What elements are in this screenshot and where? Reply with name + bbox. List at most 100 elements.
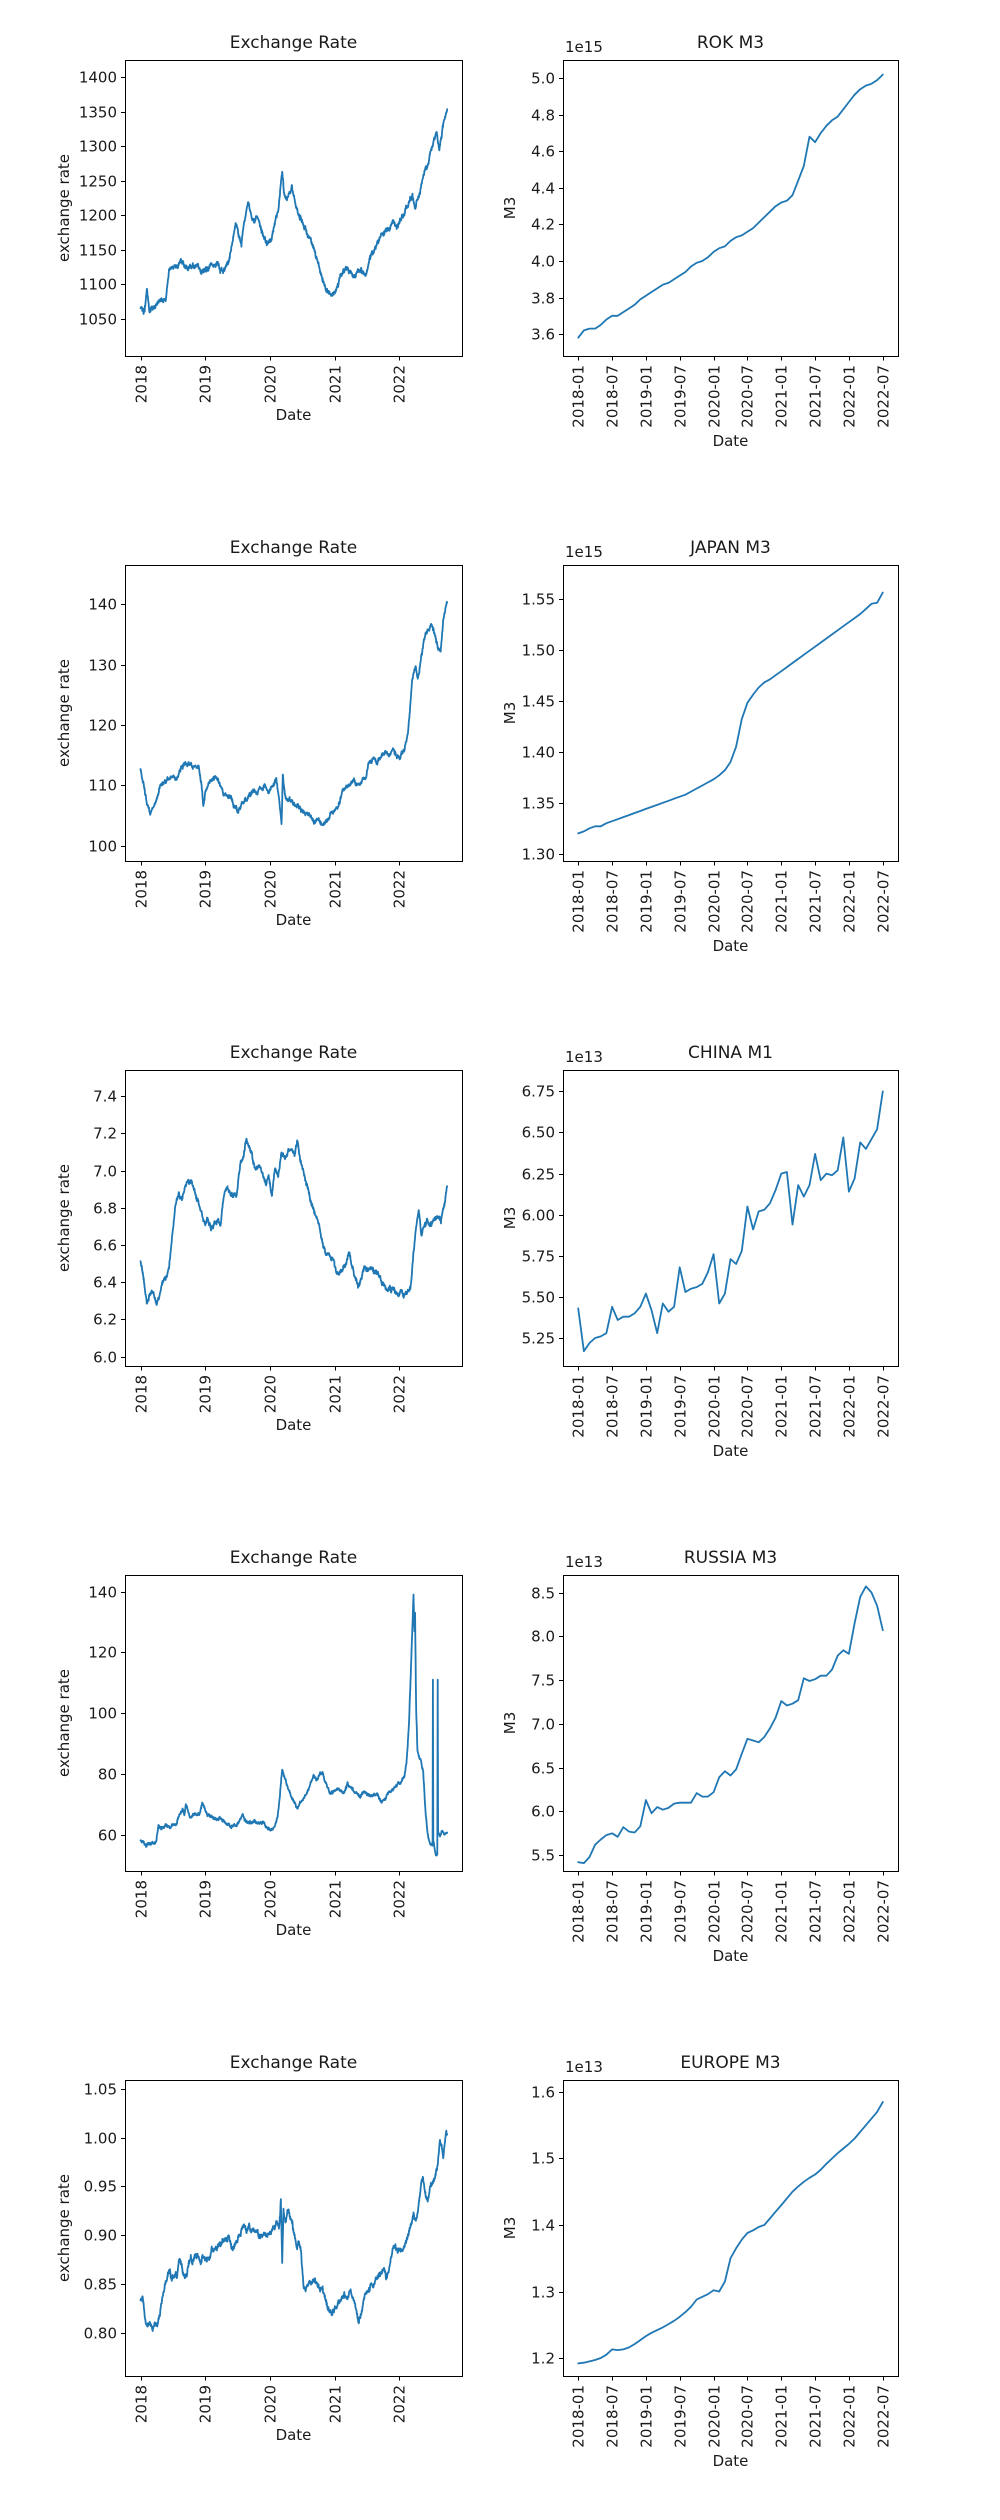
y-tick-label: 120 [88,1644,117,1662]
chart-title: Exchange Rate [230,33,357,53]
x-tick-label: 2018 [133,365,151,403]
y-tick-label: 100 [88,838,117,856]
axis-offset-text: 1e13 [565,1048,603,1066]
y-tick-label: 1.40 [522,744,555,762]
x-tick-label: 2020-01 [706,1880,724,1943]
x-tick-label: 2021-01 [773,1880,791,1943]
chart-title: Exchange Rate [230,2053,357,2073]
subplot-exchange-rate-krw: Exchange Rate exchange rate Date 1050 1100 11… [55,33,463,424]
y-tick-label: 1300 [79,138,117,156]
subplot-japan-m3: JAPAN M3 1e15 M3 Date 1.30 1.35 1.40 1.45 1.50 1.… [501,538,899,955]
axis-offset-text: 1e15 [565,543,603,561]
y-axis-label: exchange rate [55,154,73,262]
axes-frame [125,1575,463,1872]
x-tick-label: 2020-01 [706,870,724,933]
data-line-china-m1 [577,1090,884,1353]
x-tick-label: 2022 [391,1880,409,1918]
y-tick-label: 5.50 [522,1289,555,1307]
x-tick-label: 2021-07 [807,1880,825,1943]
chart-title: Exchange Rate [230,1548,357,1568]
y-tick-label: 60 [98,1827,117,1845]
x-tick-label: 2020 [262,1375,280,1413]
x-tick-label: 2019-07 [672,365,690,428]
x-tick-label: 2020-01 [706,2385,724,2448]
x-tick-label: 2019-01 [638,870,656,933]
y-tick-label: 6.5 [531,1760,555,1778]
y-tick-label: 5.25 [522,1330,555,1348]
x-tick-label: 2019-07 [672,870,690,933]
x-tick-label: 2022-07 [875,365,893,428]
x-tick-label: 2022-01 [841,2385,859,2448]
x-tick-label: 2018-07 [604,2385,622,2448]
y-tick-label: 7.2 [93,1125,117,1143]
y-tick-label: 7.0 [531,1716,555,1734]
x-tick-label: 2022-07 [875,2385,893,2448]
x-axis-label: Date [276,406,312,424]
x-tick-label: 2021 [327,1880,345,1918]
y-tick-label: 120 [88,717,117,735]
y-tick-label: 1250 [79,173,117,191]
data-line-rok-m3 [577,73,884,339]
x-axis-label: Date [276,1416,312,1434]
x-tick-label: 2018 [133,870,151,908]
x-axis-label: Date [713,937,749,955]
x-tick-label: 2019-07 [672,1375,690,1438]
x-axis-label: Date [713,432,749,450]
y-tick-label: 1.35 [522,795,555,813]
x-tick-label: 2018-07 [604,870,622,933]
subplot-exchange-rate-rub: Exchange Rate exchange rate Date 60 80 100 120… [55,1548,463,1939]
data-line-exchange-rate-cny [139,1137,449,1306]
y-tick-label: 4.0 [531,253,555,271]
data-line-exchange-rate-eur [139,2129,449,2332]
subplot-rok-m3: ROK M3 1e15 M3 Date 3.6 3.8 4.0 4.2 4.4 4.6 4.8 5.0… [501,33,899,450]
chart-title: CHINA M1 [688,1043,773,1063]
x-tick-label: 2021-01 [773,870,791,933]
x-tick-label: 2019 [197,365,215,403]
chart-title: EUROPE M3 [680,2053,780,2073]
x-tick-label: 2018 [133,1880,151,1918]
axis-offset-text: 1e15 [565,38,603,56]
y-tick-label: 1100 [79,276,117,294]
subplot-china-m1: CHINA M1 1e13 M3 Date 5.25 5.50 5.75 6.00 6.25 6.… [501,1043,899,1460]
chart-title: Exchange Rate [230,538,357,558]
y-tick-label: 6.0 [93,1349,117,1367]
x-tick-label: 2020-07 [739,2385,757,2448]
y-tick-label: 1.4 [531,2217,555,2235]
subplot-europe-m3: EUROPE M3 1e13 M3 Date 1.2 1.3 1.4 1.5 1.6 2018-0… [501,2053,899,2470]
x-tick-label: 2021-01 [773,365,791,428]
y-tick-label: 4.2 [531,216,555,234]
x-axis-label: Date [276,2426,312,2444]
y-tick-label: 1.5 [531,2150,555,2168]
y-tick-label: 0.85 [84,2276,117,2294]
subplot-russia-m3: RUSSIA M3 1e13 M3 Date 5.5 6.0 6.5 7.0 7.5 8.0 8.5… [501,1548,899,1965]
y-tick-label: 0.90 [84,2227,117,2245]
y-tick-label: 3.6 [531,326,555,344]
x-tick-label: 2020-01 [706,365,724,428]
x-tick-label: 2022 [391,870,409,908]
x-tick-label: 2022-07 [875,1880,893,1943]
y-tick-label: 4.8 [531,107,555,125]
y-tick-label: 1.05 [84,2081,117,2099]
y-axis-label: M3 [501,1207,519,1230]
x-axis-label: Date [713,1442,749,1460]
axes-frame [563,565,899,862]
x-tick-label: 2020 [262,870,280,908]
y-tick-label: 100 [88,1705,117,1723]
x-axis-label: Date [276,911,312,929]
x-tick-label: 2020 [262,2385,280,2423]
x-tick-label: 2021-07 [807,870,825,933]
x-tick-label: 2018-07 [604,1375,622,1438]
y-axis-label: M3 [501,197,519,220]
x-tick-label: 2021 [327,2385,345,2423]
y-tick-label: 6.6 [93,1237,117,1255]
x-tick-label: 2018-07 [604,1880,622,1943]
x-tick-label: 2019-07 [672,2385,690,2448]
x-tick-label: 2019-01 [638,365,656,428]
x-tick-label: 2019-01 [638,2385,656,2448]
x-tick-label: 2022-07 [875,870,893,933]
y-axis-label: exchange rate [55,1164,73,1272]
y-tick-label: 1.50 [522,642,555,660]
subplot-exchange-rate-jpy: Exchange Rate exchange rate Date 100 110 120 1… [55,538,463,929]
x-tick-label: 2020-07 [739,1880,757,1943]
y-axis-label: exchange rate [55,1669,73,1777]
